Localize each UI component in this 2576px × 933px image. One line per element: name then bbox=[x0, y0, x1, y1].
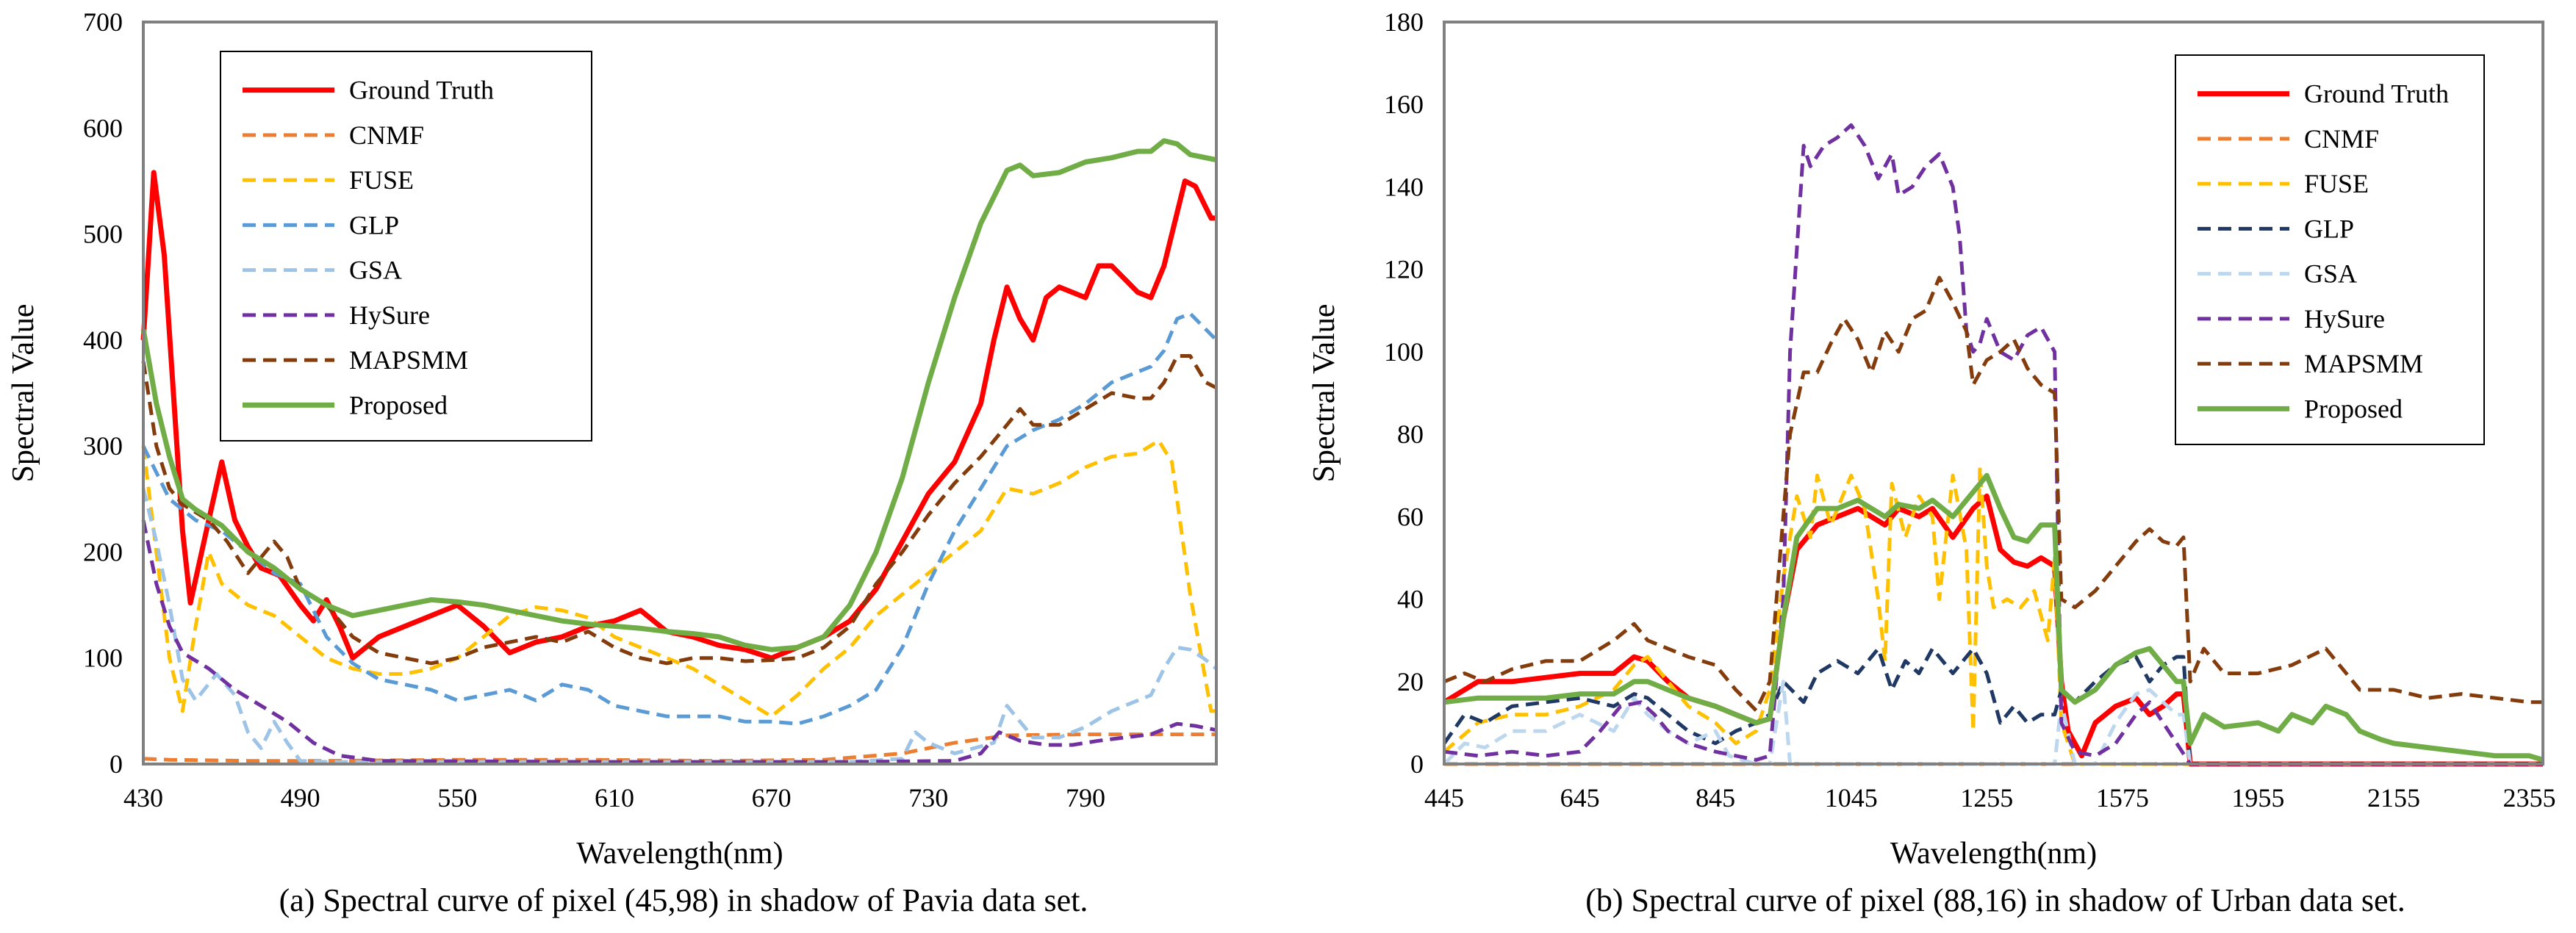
x-tick-label: 1045 bbox=[1825, 783, 1878, 813]
legend-label: Proposed bbox=[2304, 394, 2403, 423]
x-tick-label: 610 bbox=[595, 783, 634, 813]
y-tick-label: 80 bbox=[1397, 419, 1424, 449]
chart-a-legend: Ground Truth CNMF FUSE GLP GSA HySure MAPSMM Pr… bbox=[220, 51, 592, 442]
series-line-hysure bbox=[1443, 123, 2543, 766]
y-tick-label: 700 bbox=[83, 7, 123, 37]
chart-b-y-axis-title: Spectral Value bbox=[1307, 304, 1341, 483]
series-line-proposed bbox=[1443, 472, 2544, 763]
y-tick-label: 140 bbox=[1384, 172, 1424, 201]
chart-b-x-ticks: 445 645 845 1045 1255 1575 1955 2155 2355 bbox=[1424, 783, 2556, 813]
legend-label: MAPSMM bbox=[349, 345, 468, 375]
x-tick-label: 2355 bbox=[2503, 783, 2556, 813]
legend-label: GLP bbox=[349, 210, 399, 239]
series-line-gsa bbox=[1443, 680, 2543, 766]
chart-pavia: 0 100 200 300 400 500 600 700 430 490 550 610 670 73… bbox=[7, 7, 1218, 918]
series-line-gsa bbox=[141, 488, 1218, 764]
x-tick-label: 550 bbox=[437, 783, 477, 813]
legend-label: Proposed bbox=[349, 390, 448, 419]
series-line-mapsmm bbox=[1443, 275, 2543, 713]
y-tick-label: 100 bbox=[1384, 337, 1424, 367]
legend-label: FUSE bbox=[2304, 169, 2369, 198]
y-tick-label: 0 bbox=[110, 749, 123, 779]
x-tick-label: 845 bbox=[1696, 783, 1735, 813]
chart-a-y-axis-title: Spectral Value bbox=[7, 304, 40, 483]
y-tick-label: 0 bbox=[1410, 749, 1424, 779]
y-tick-label: 160 bbox=[1384, 90, 1424, 119]
chart-a-x-ticks: 430 490 550 610 670 730 790 bbox=[123, 783, 1105, 813]
chart-b-x-axis-title: Wavelength(nm) bbox=[1890, 837, 2097, 871]
y-tick-label: 60 bbox=[1397, 502, 1424, 531]
y-tick-label: 400 bbox=[83, 325, 123, 355]
series-line-glp bbox=[141, 311, 1218, 726]
legend-label: CNMF bbox=[2304, 124, 2379, 154]
chart-b-caption: (b) Spectral curve of pixel (88,16) in s… bbox=[1585, 882, 2405, 918]
x-tick-label: 490 bbox=[281, 783, 320, 813]
y-tick-label: 200 bbox=[83, 537, 123, 566]
series-line-fuse bbox=[1443, 465, 2543, 766]
legend-label: HySure bbox=[349, 300, 430, 330]
legend-label: GLP bbox=[2304, 214, 2354, 243]
chart-a-y-ticks: 0 100 200 300 400 500 600 700 bbox=[83, 7, 123, 779]
chart-urban: 0 20 40 60 80 100 120 140 160 180 445 645 845 1045 12… bbox=[1307, 7, 2556, 918]
x-tick-label: 1575 bbox=[2096, 783, 2149, 813]
legend-label: MAPSMM bbox=[2304, 349, 2423, 378]
chart-a-caption: (a) Spectral curve of pixel (45,98) in s… bbox=[279, 882, 1088, 918]
x-tick-label: 2155 bbox=[2367, 783, 2420, 813]
x-tick-label: 645 bbox=[1560, 783, 1600, 813]
y-tick-label: 500 bbox=[83, 220, 123, 249]
x-tick-label: 670 bbox=[752, 783, 792, 813]
y-tick-label: 20 bbox=[1397, 667, 1424, 696]
legend-box bbox=[2175, 54, 2485, 445]
y-tick-label: 300 bbox=[83, 431, 123, 461]
chart-b-plot-frame bbox=[1443, 21, 2544, 766]
chart-a-x-axis-title: Wavelength(nm) bbox=[576, 837, 783, 871]
legend-label: Ground Truth bbox=[349, 76, 494, 105]
series-line-cnmf bbox=[143, 732, 1216, 763]
y-tick-label: 120 bbox=[1384, 255, 1424, 284]
x-tick-label: 430 bbox=[123, 783, 163, 813]
x-tick-label: 790 bbox=[1066, 783, 1105, 813]
legend-label: FUSE bbox=[349, 165, 414, 195]
x-tick-label: 1955 bbox=[2231, 783, 2284, 813]
x-tick-label: 1255 bbox=[1960, 783, 2013, 813]
chart-b-y-ticks: 0 20 40 60 80 100 120 140 160 180 bbox=[1384, 7, 1424, 779]
legend-box bbox=[220, 51, 592, 442]
y-tick-label: 100 bbox=[83, 644, 123, 673]
legend-label: GSA bbox=[2304, 259, 2357, 289]
legend-label: HySure bbox=[2304, 304, 2385, 334]
series-line-fuse bbox=[141, 439, 1216, 718]
legend-label: Ground Truth bbox=[2304, 79, 2449, 109]
x-tick-label: 445 bbox=[1424, 783, 1464, 813]
chart-a-plot-frame bbox=[142, 21, 1218, 766]
legend-label: GSA bbox=[349, 256, 402, 285]
y-tick-label: 40 bbox=[1397, 585, 1424, 614]
y-tick-label: 180 bbox=[1384, 7, 1424, 37]
legend-label: CNMF bbox=[349, 120, 424, 150]
chart-a-series bbox=[140, 138, 1218, 764]
chart-b-legend: Ground Truth CNMF FUSE GLP GSA HySure MAPSMM Pr… bbox=[2175, 54, 2485, 445]
series-line-ground-truth bbox=[1443, 493, 2543, 767]
series-line-hysure bbox=[141, 519, 1217, 764]
series-line-proposed bbox=[140, 138, 1217, 652]
series-line-glp bbox=[1442, 646, 2543, 766]
y-tick-label: 600 bbox=[83, 113, 123, 143]
series-line-mapsmm bbox=[141, 354, 1218, 666]
x-tick-label: 730 bbox=[908, 783, 948, 813]
